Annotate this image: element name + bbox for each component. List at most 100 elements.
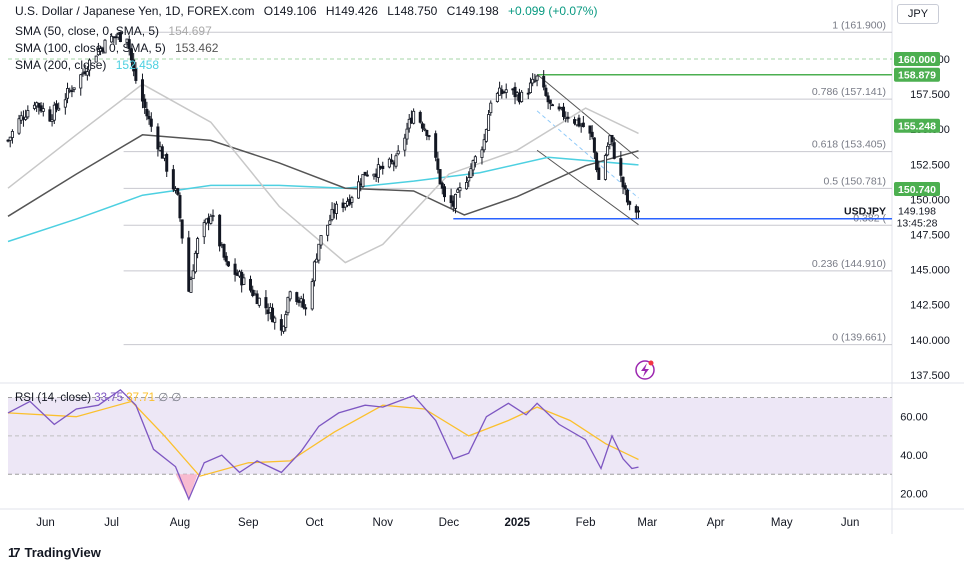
candle-body-1 xyxy=(8,136,12,141)
candle-body-58 xyxy=(187,237,191,292)
y-tick-label-3: 145.000 xyxy=(910,265,950,277)
candle-body-162 xyxy=(504,89,508,93)
y-tick-label-0: 137.500 xyxy=(910,370,950,382)
candle-body-145 xyxy=(454,193,458,209)
legend-sma200[interactable]: SMA (200, close) 152.458 xyxy=(15,58,165,72)
candle-body-112 xyxy=(350,197,354,203)
candle-body-115 xyxy=(361,173,365,188)
candle-body-202 xyxy=(628,201,632,205)
candle-body-47 xyxy=(149,118,153,127)
candle-body-101 xyxy=(317,243,321,261)
candle-body-107 xyxy=(334,203,338,214)
price-label-2: 155.248 xyxy=(898,121,936,133)
legend-sma50[interactable]: SMA (50, close, 0, SMA, 5) 154.697 xyxy=(15,24,218,38)
channel-line-2 xyxy=(536,149,639,226)
last-price-countdown: 13:45:28 xyxy=(897,218,938,230)
x-tick-label-2: Aug xyxy=(170,517,190,529)
ohlc-change: +0.099 (+0.07%) xyxy=(508,4,598,18)
candle-body-203 xyxy=(634,206,638,213)
fib-label-3: 0.5 (150.781) xyxy=(824,175,886,187)
candle-body-200 xyxy=(623,185,627,190)
candle-body-196 xyxy=(610,134,614,142)
candle-body-123 xyxy=(387,158,391,168)
price-label-1: 158.879 xyxy=(898,70,936,82)
candle-body-185 xyxy=(577,117,581,127)
candle-body-67 xyxy=(211,215,215,217)
candle-body-89 xyxy=(282,325,286,332)
last-price-symbol: USDJPY xyxy=(844,206,886,218)
candle-body-177 xyxy=(551,104,555,107)
rsi-tick-label-2: 60.00 xyxy=(900,412,928,424)
candle-body-55 xyxy=(176,188,180,195)
candle-body-7 xyxy=(26,110,30,118)
y-tick-label-6: 152.500 xyxy=(910,159,950,171)
candle-body-172 xyxy=(535,75,539,81)
y-tick-label-1: 140.000 xyxy=(910,335,950,347)
candle-body-176 xyxy=(548,99,552,104)
candle-body-180 xyxy=(562,106,566,117)
candle-body-104 xyxy=(328,220,332,225)
candle-body-66 xyxy=(209,215,213,224)
fib-label-5: 0.236 (144.910) xyxy=(812,258,886,270)
candle-body-50 xyxy=(160,146,164,159)
price-label-bg-3 xyxy=(894,182,940,197)
candle-body-57 xyxy=(180,219,184,239)
fib-label-6: 0 (139.661) xyxy=(832,332,886,344)
lightning-icon-bolt xyxy=(641,363,649,377)
candle-body-21 xyxy=(70,90,74,93)
candle-body-182 xyxy=(566,116,570,119)
candle-body-141 xyxy=(440,182,444,189)
currency-button[interactable]: JPY xyxy=(897,4,939,24)
tradingview-logo[interactable]: 17 TradingView xyxy=(8,545,101,560)
x-tick-label-10: Apr xyxy=(707,517,725,529)
ohlc-open: O149.106 xyxy=(263,4,317,18)
sma100-label: SMA (100, close, 0, SMA, 5) xyxy=(15,41,166,55)
price-label-3: 150.740 xyxy=(898,184,936,196)
y-tick-label-8: 157.500 xyxy=(910,89,950,101)
candle-body-8 xyxy=(32,104,36,109)
candle-body-158 xyxy=(495,93,499,102)
candle-body-187 xyxy=(581,122,585,128)
candle-body-157 xyxy=(489,102,493,114)
candle-body-139 xyxy=(436,158,440,170)
legend-sma100[interactable]: SMA (100, close, 0, SMA, 5) 153.462 xyxy=(15,41,224,55)
candle-body-103 xyxy=(326,224,330,236)
candle-body-174 xyxy=(544,87,548,96)
candle-body-135 xyxy=(423,128,427,131)
candle-body-130 xyxy=(407,118,411,129)
price-label-bg-1 xyxy=(894,67,940,82)
candle-body-99 xyxy=(312,261,316,282)
candle-body-44 xyxy=(143,98,147,108)
x-tick-label-12: Jun xyxy=(841,517,860,529)
candle-body-60 xyxy=(191,270,195,280)
candle-body-126 xyxy=(394,155,398,167)
candle-body-188 xyxy=(588,125,592,134)
x-tick-label-5: Nov xyxy=(373,517,394,529)
candle-body-189 xyxy=(590,131,594,138)
fib-label-1: 0.786 (157.141) xyxy=(812,86,886,98)
candle-body-100 xyxy=(315,258,319,263)
last-price-bg xyxy=(894,203,940,230)
candle-body-102 xyxy=(319,235,323,246)
sma50-line xyxy=(7,83,639,264)
candle-body-26 xyxy=(85,71,89,76)
candle-body-192 xyxy=(597,167,601,180)
candle-body-154 xyxy=(482,139,486,151)
candle-body-72 xyxy=(226,261,230,267)
candle-body-52 xyxy=(165,154,169,172)
candle-body-3 xyxy=(17,118,21,134)
candle-body-37 xyxy=(118,31,122,43)
candle-body-204 xyxy=(636,210,640,213)
candle-body-17 xyxy=(57,107,61,111)
candle-body-169 xyxy=(528,82,532,93)
sma50-label: SMA (50, close, 0, SMA, 5) xyxy=(15,24,160,38)
candle-body-77 xyxy=(242,277,246,285)
candle-body-149 xyxy=(467,177,471,182)
candle-body-88 xyxy=(279,319,283,331)
rsi-tick-label-1: 40.00 xyxy=(900,450,928,462)
candle-body-133 xyxy=(418,111,422,123)
sma100-value: 153.462 xyxy=(175,41,219,55)
candle-body-153 xyxy=(480,149,484,158)
channel-line-0 xyxy=(536,74,639,160)
